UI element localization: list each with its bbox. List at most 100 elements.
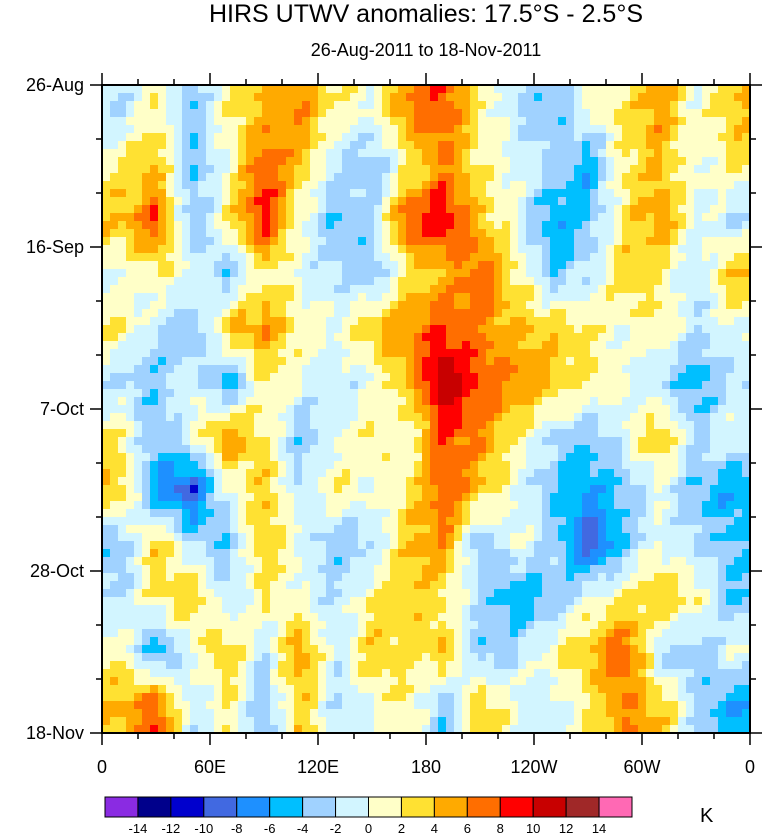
contour-cell: [502, 277, 511, 286]
contour-cell: [350, 269, 359, 278]
contour-cell: [238, 357, 247, 366]
contour-cell: [214, 133, 223, 142]
contour-cell: [390, 429, 399, 438]
contour-cell: [206, 421, 215, 430]
contour-cell: [686, 213, 695, 222]
contour-cell: [654, 141, 663, 150]
contour-cell: [150, 389, 159, 398]
contour-cell: [414, 309, 423, 318]
contour-cell: [702, 517, 711, 526]
contour-cell: [142, 325, 151, 334]
contour-cell: [534, 245, 543, 254]
contour-cell: [710, 381, 719, 390]
contour-cell: [726, 493, 735, 502]
contour-cell: [414, 285, 423, 294]
contour-cell: [142, 373, 151, 382]
contour-cell: [190, 493, 199, 502]
contour-cell: [574, 349, 583, 358]
contour-cell: [710, 101, 719, 110]
contour-cell: [574, 469, 583, 478]
contour-cell: [102, 197, 111, 206]
contour-cell: [358, 141, 367, 150]
contour-cell: [382, 133, 391, 142]
contour-cell: [294, 125, 303, 134]
contour-cell: [638, 525, 647, 534]
contour-cell: [326, 429, 335, 438]
contour-cell: [494, 357, 503, 366]
contour-cell: [150, 101, 159, 110]
contour-cell: [558, 309, 567, 318]
contour-cell: [302, 437, 311, 446]
contour-cell: [294, 141, 303, 150]
contour-cell: [326, 565, 335, 574]
contour-cell: [670, 157, 679, 166]
contour-cell: [622, 333, 631, 342]
contour-cell: [662, 221, 671, 230]
contour-cell: [222, 557, 231, 566]
contour-cell: [630, 293, 639, 302]
contour-cell: [438, 373, 447, 382]
contour-cell: [526, 477, 535, 486]
contour-cell: [318, 269, 327, 278]
contour-cell: [118, 285, 127, 294]
contour-cell: [358, 493, 367, 502]
contour-cell: [350, 85, 359, 94]
contour-cell: [174, 445, 183, 454]
contour-cell: [246, 325, 255, 334]
contour-cell: [486, 293, 495, 302]
contour-cell: [342, 237, 351, 246]
contour-cell: [590, 141, 599, 150]
contour-cell: [566, 317, 575, 326]
contour-cell: [446, 333, 455, 342]
contour-cell: [182, 149, 191, 158]
contour-cell: [214, 493, 223, 502]
contour-cell: [494, 197, 503, 206]
contour-cell: [734, 109, 743, 118]
contour-cell: [278, 357, 287, 366]
contour-cell: [550, 349, 559, 358]
contour-cell: [334, 269, 343, 278]
contour-cell: [726, 221, 735, 230]
contour-cell: [358, 349, 367, 358]
contour-cell: [526, 397, 535, 406]
contour-cell: [590, 109, 599, 118]
contour-cell: [334, 525, 343, 534]
contour-cell: [366, 549, 375, 558]
contour-cell: [718, 197, 727, 206]
contour-cell: [638, 109, 647, 118]
contour-cell: [486, 285, 495, 294]
contour-cell: [518, 117, 527, 126]
contour-cell: [278, 437, 287, 446]
contour-cell: [238, 541, 247, 550]
contour-cell: [526, 109, 535, 118]
contour-cell: [678, 381, 687, 390]
contour-cell: [278, 205, 287, 214]
contour-cell: [582, 253, 591, 262]
contour-cell: [494, 341, 503, 350]
contour-cell: [406, 525, 415, 534]
contour-cell: [502, 221, 511, 230]
contour-cell: [222, 349, 231, 358]
contour-cell: [710, 149, 719, 158]
contour-cell: [374, 245, 383, 254]
contour-cell: [566, 397, 575, 406]
contour-cell: [510, 533, 519, 542]
contour-cell: [102, 309, 111, 318]
contour-cell: [366, 477, 375, 486]
contour-cell: [254, 437, 263, 446]
contour-cell: [414, 373, 423, 382]
contour-cell: [486, 453, 495, 462]
contour-cell: [542, 213, 551, 222]
contour-cell: [102, 341, 111, 350]
contour-cell: [558, 453, 567, 462]
contour-cell: [526, 165, 535, 174]
contour-cell: [510, 573, 519, 582]
contour-cell: [310, 365, 319, 374]
contour-cell: [542, 461, 551, 470]
contour-cell: [118, 517, 127, 526]
contour-cell: [118, 429, 127, 438]
contour-cell: [342, 365, 351, 374]
contour-cell: [366, 245, 375, 254]
contour-cell: [526, 189, 535, 198]
contour-cell: [206, 189, 215, 198]
